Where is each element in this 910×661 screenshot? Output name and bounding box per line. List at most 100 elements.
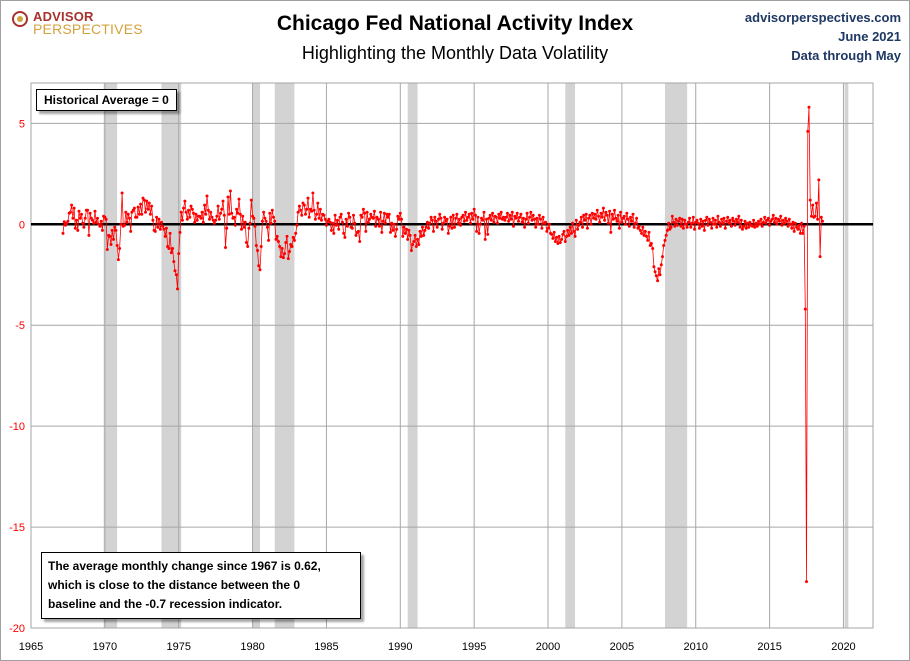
data-point [236,211,240,215]
data-point [462,219,466,223]
data-point [100,228,104,232]
x-tick-label: 1995 [462,641,486,653]
data-point [389,230,392,234]
data-point [595,208,599,212]
data-point [481,218,485,222]
data-point [157,217,161,221]
data-point [288,250,291,253]
data-point [386,215,390,219]
data-point [329,228,333,232]
data-point [344,217,348,221]
data-point [113,225,117,229]
recession-band [161,83,182,628]
data-point [577,223,581,227]
data-point [571,221,575,225]
data-point [748,220,752,224]
data-point [80,212,83,216]
data-point [391,228,395,232]
grid-lines [30,82,874,629]
x-tick-label: 2000 [536,641,560,653]
data-point [94,220,98,224]
data-point [385,212,389,216]
data-point [311,191,315,195]
data-point [285,234,289,238]
data-point [711,216,715,220]
data-point [173,269,177,273]
data-point [523,225,527,229]
data-point [582,213,586,217]
data-point [603,218,607,222]
data-point [507,219,511,223]
data-point [700,224,704,228]
data-point [227,212,231,216]
data-point [140,212,144,216]
data-point [657,267,661,271]
data-point [713,218,717,222]
data-point [466,215,470,219]
data-point [615,219,619,223]
data-point [387,212,391,216]
data-point [670,214,674,218]
data-point [441,221,445,225]
data-point [334,223,338,227]
data-point [225,226,229,230]
data-point [779,214,783,218]
data-point [685,225,689,229]
data-point [482,210,486,214]
data-point [486,232,490,236]
data-point [425,220,429,224]
data-point [235,207,239,211]
data-point [791,220,795,224]
data-point [365,210,369,214]
data-point [144,210,147,214]
y-tick-label: -10 [9,421,25,433]
data-point [269,221,273,225]
data-point [539,217,543,221]
data-point [563,240,567,243]
data-point [323,217,327,221]
data-point [182,206,186,210]
data-point [324,223,328,227]
data-point [771,213,775,217]
data-point [376,217,380,221]
data-point [241,214,245,218]
data-point [77,209,81,213]
data-point [222,213,226,217]
data-point [544,220,548,224]
data-point [440,227,444,231]
data-point [798,231,802,235]
data-point [205,194,209,198]
data-point [428,221,432,225]
data-point [524,217,528,221]
data-point [663,238,667,242]
data-point [573,234,577,238]
data-point [153,229,157,233]
data-point [306,196,310,200]
data-point [811,203,815,207]
data-point [534,225,538,229]
data-point [99,219,103,223]
x-axis-ticks: 1965 1970 1975 1980 1985 1990 1995 2000 2005 2010… [19,641,856,653]
data-point [328,220,332,224]
data-point [396,214,400,218]
data-point [132,206,136,210]
data-point [438,212,442,216]
data-point [123,223,127,227]
data-point [453,225,456,229]
data-point [622,214,626,218]
data-point [525,211,529,215]
data-point [258,268,262,272]
data-point [128,216,131,220]
data-point [705,215,709,219]
data-point [469,221,472,225]
data-point [238,212,242,216]
data-point [617,226,621,230]
data-point [494,215,498,219]
data-point [194,212,198,216]
data-point [172,260,176,264]
data-point [643,229,647,233]
data-point [557,234,561,238]
data-point [434,219,438,223]
data-point [61,231,65,235]
data-point [781,218,785,222]
